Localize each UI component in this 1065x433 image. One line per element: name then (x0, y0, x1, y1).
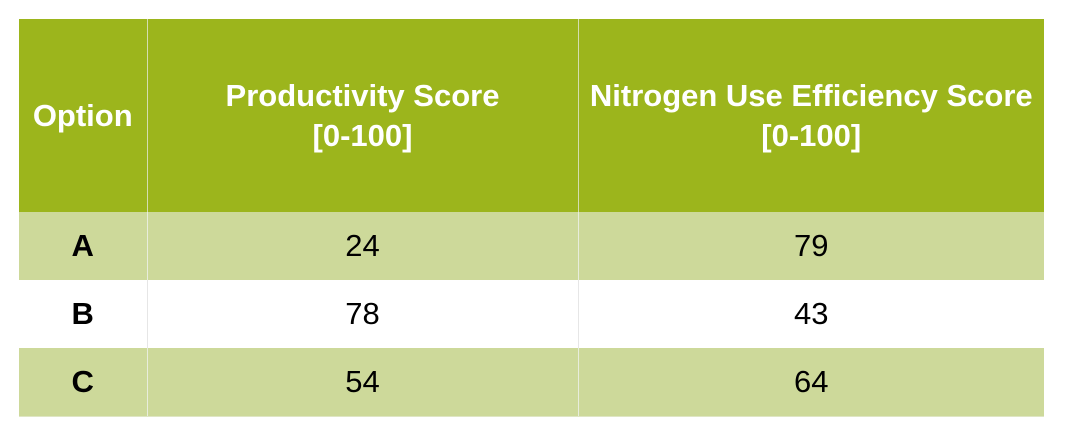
nue-header-range: [0-100] (761, 117, 862, 153)
table-row: B 78 43 (19, 280, 1044, 348)
productivity-cell: 78 (147, 280, 579, 348)
option-header-label: Option (32, 97, 133, 133)
option-cell: B (19, 280, 148, 348)
productivity-cell: 54 (147, 348, 579, 417)
productivity-header-range: [0-100] (312, 117, 413, 153)
productivity-cell: 24 (147, 212, 579, 280)
nue-header-title: Nitrogen Use Efficiency Score (589, 77, 1033, 113)
header-row: Option Productivity Score [0-100] Nitrog… (19, 19, 1044, 212)
productivity-score-header: Productivity Score [0-100] (147, 19, 579, 212)
option-cell: A (19, 212, 148, 280)
table-row: C 54 64 (19, 348, 1044, 417)
nitrogen-use-efficiency-header: Nitrogen Use Efficiency Score [0-100] (578, 19, 1044, 212)
option-header: Option (19, 19, 148, 212)
nue-cell: 79 (578, 212, 1044, 280)
productivity-header-title: Productivity Score (225, 77, 500, 113)
score-table: Option Productivity Score [0-100] Nitrog… (19, 19, 1044, 417)
table-row: A 24 79 (19, 212, 1044, 280)
nue-cell: 43 (578, 280, 1044, 348)
nue-cell: 64 (578, 348, 1044, 417)
option-cell: C (19, 348, 148, 417)
